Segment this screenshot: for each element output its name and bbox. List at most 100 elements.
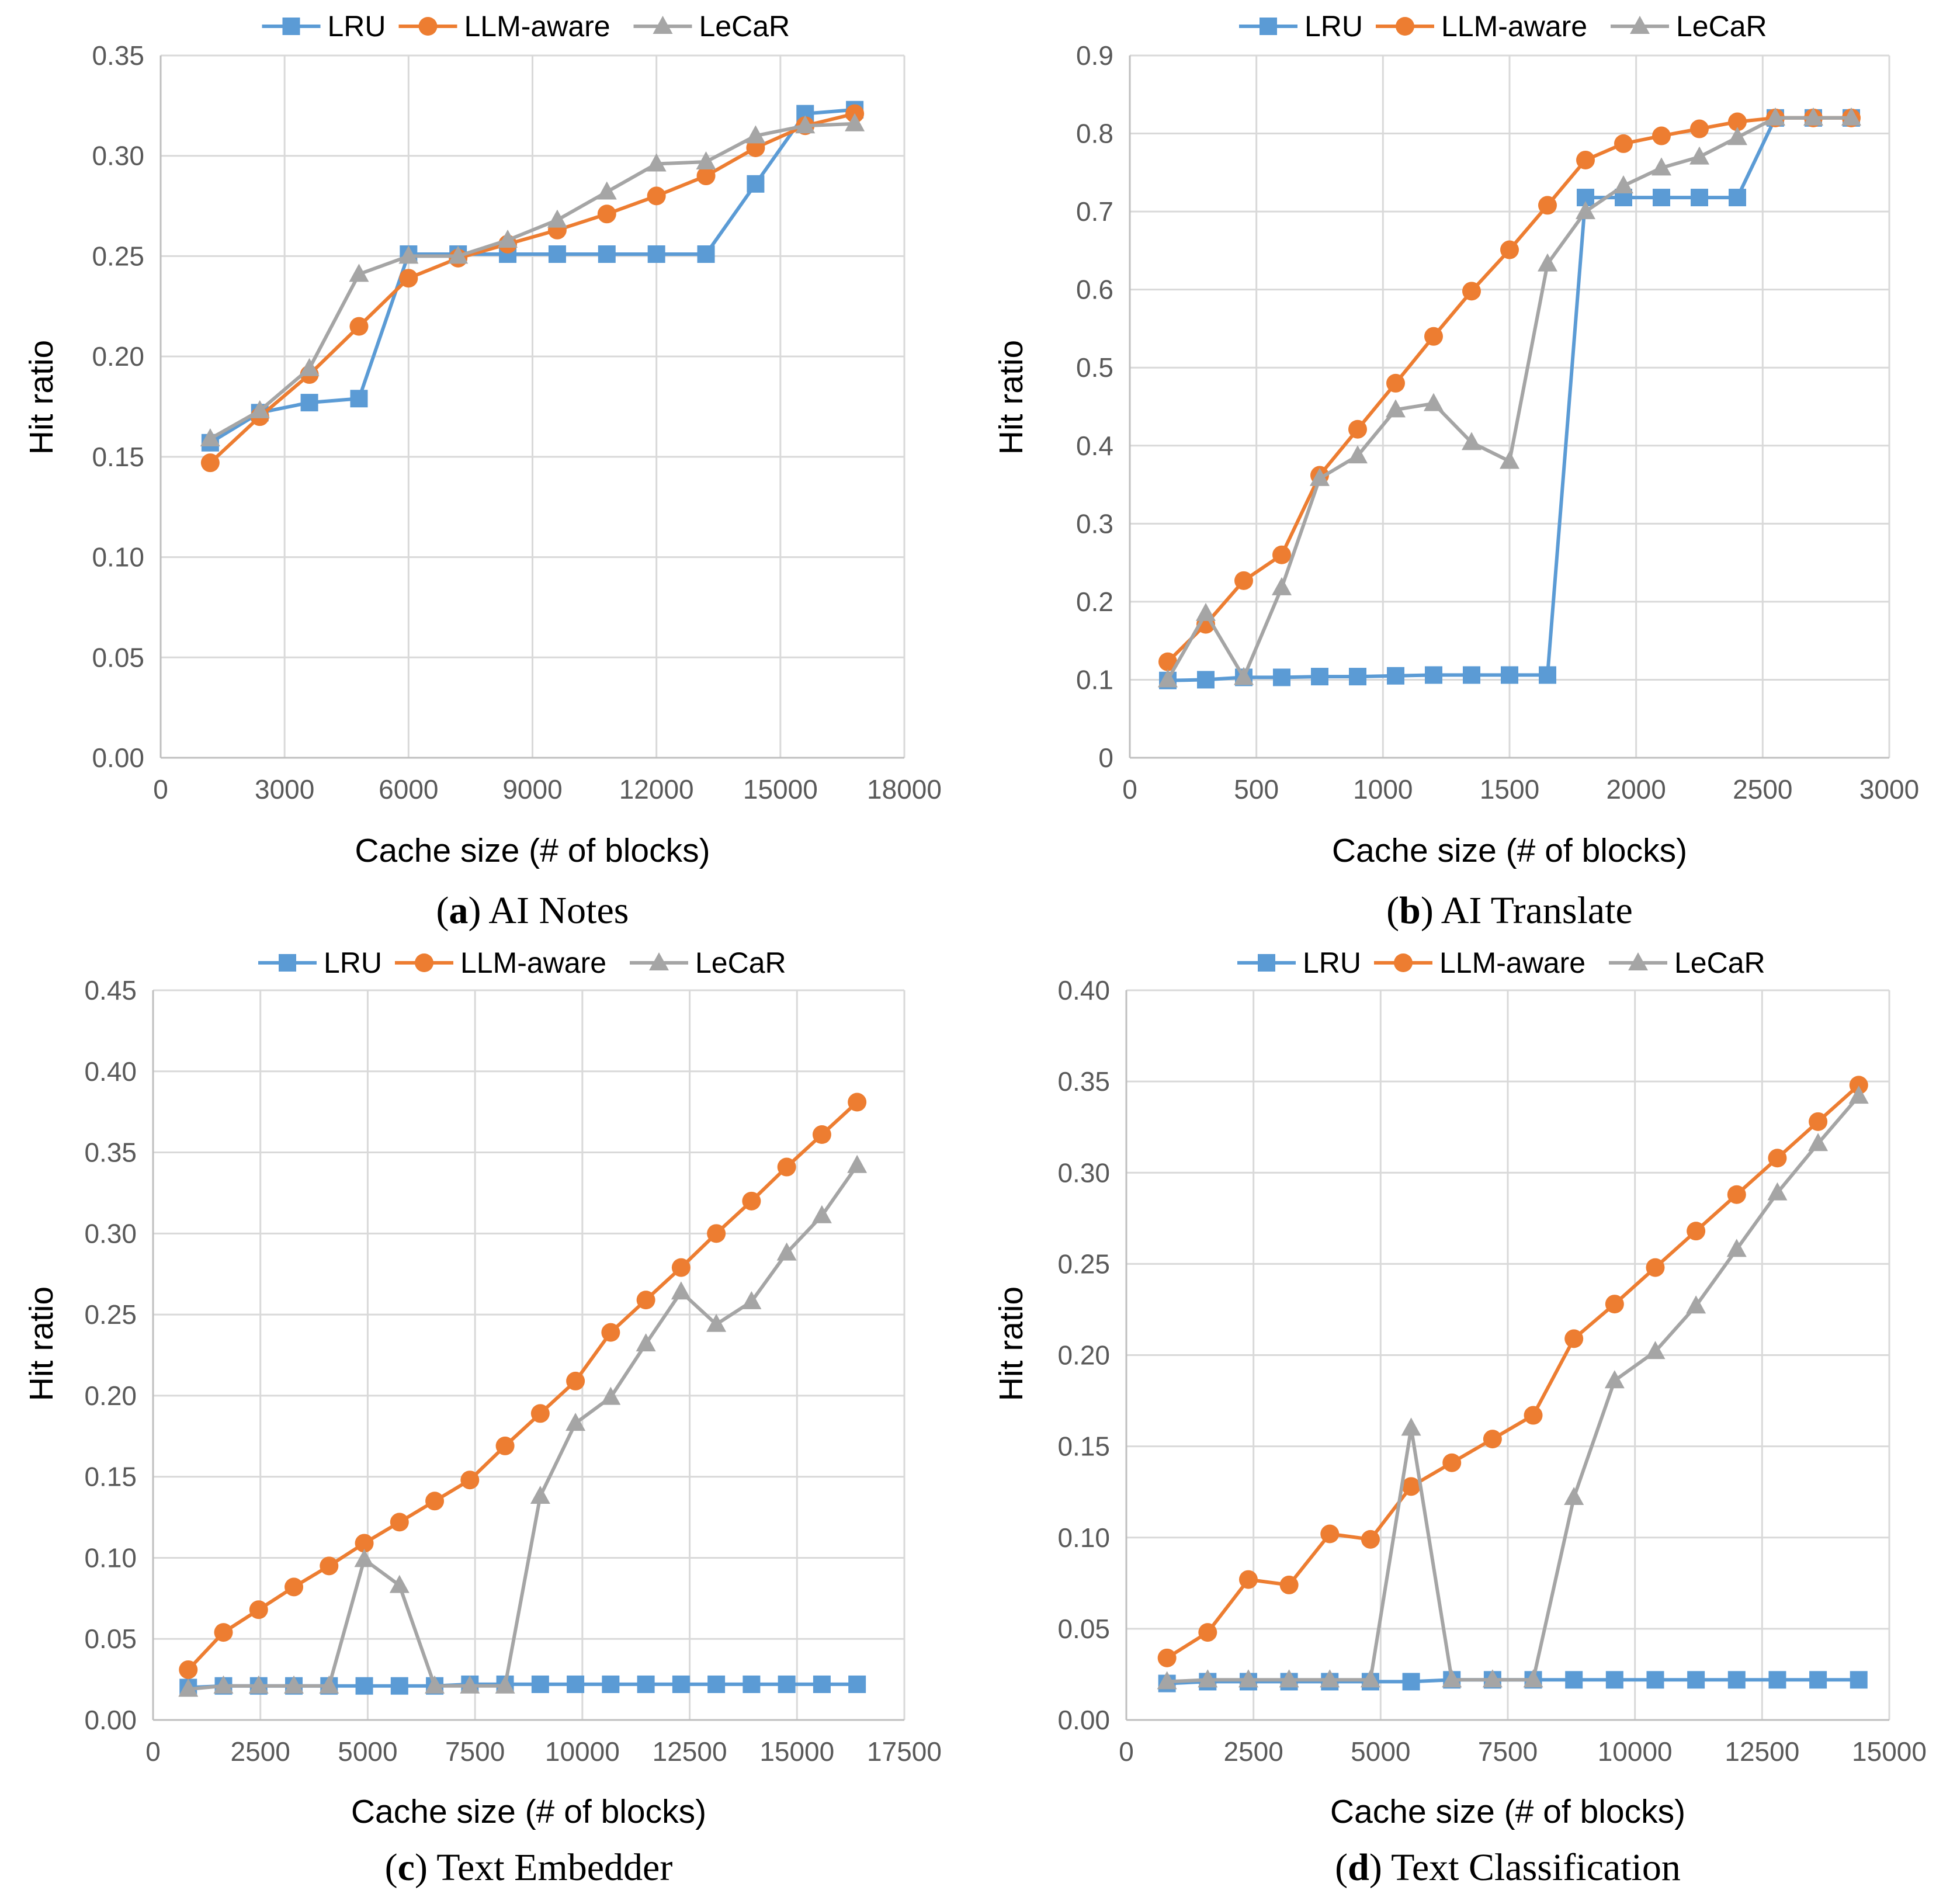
panel-caption: (c) Text Embedder bbox=[385, 1846, 673, 1889]
gridlines bbox=[159, 54, 905, 759]
lecar-point bbox=[448, 245, 469, 264]
lru-point bbox=[548, 245, 566, 263]
caption-title: Text Embedder bbox=[436, 1846, 672, 1889]
llm-aware-point bbox=[1564, 1329, 1584, 1348]
x-tick-label: 0 bbox=[153, 774, 168, 804]
lru-point bbox=[647, 245, 665, 263]
llm-aware-point bbox=[1279, 1575, 1299, 1594]
llm-aware-point bbox=[647, 186, 666, 206]
x-tick-label: 0 bbox=[1119, 1736, 1134, 1767]
caption-letter: d bbox=[1348, 1846, 1369, 1889]
y-axis-label: Hit ratio bbox=[993, 1286, 1030, 1401]
llm-aware-point bbox=[1500, 240, 1519, 259]
lecar-point bbox=[213, 1675, 234, 1694]
lru-point bbox=[1565, 1671, 1583, 1689]
series-llm-aware bbox=[1157, 1076, 1868, 1667]
y-tick-label: 0.15 bbox=[1057, 1431, 1110, 1462]
y-tick-label: 0.20 bbox=[84, 1381, 137, 1411]
llm-aware-point bbox=[349, 317, 369, 336]
lecar-point bbox=[530, 1485, 550, 1504]
lecar-point bbox=[636, 1333, 656, 1352]
y-tick-label: 0.10 bbox=[84, 1542, 137, 1573]
lecar-point bbox=[1234, 667, 1254, 685]
x-tick-label: 12500 bbox=[653, 1736, 727, 1767]
legend-marker-lru bbox=[279, 954, 296, 972]
lecar-point bbox=[601, 1386, 621, 1405]
caption-letter: a bbox=[449, 889, 469, 932]
legend-label-lru: LRU bbox=[1304, 10, 1363, 43]
lecar-point bbox=[1157, 1671, 1177, 1690]
lecar-point bbox=[1500, 450, 1519, 469]
legend-marker-lru bbox=[1258, 954, 1275, 972]
y-axis-label: Hit ratio bbox=[23, 1286, 60, 1401]
chart-panel-b: 0 500 1000 1500 2000 2500 3000 0 0.1 0.2 0.3 0.4 0.5… bbox=[993, 10, 1919, 932]
x-axis-label: Cache size (# of blocks) bbox=[1330, 1793, 1685, 1830]
legend-label-lru: LRU bbox=[328, 10, 386, 43]
legend-marker-llm-aware bbox=[415, 953, 433, 972]
x-tick-label: 6000 bbox=[379, 774, 438, 804]
llm-aware-point bbox=[284, 1577, 304, 1597]
lecar-point bbox=[1808, 1133, 1829, 1152]
x-tick-label: 0 bbox=[145, 1736, 161, 1767]
lecar-point bbox=[299, 358, 320, 376]
caption-letter: b bbox=[1399, 889, 1421, 932]
x-tick-label: 5000 bbox=[1351, 1736, 1410, 1767]
gridlines bbox=[1129, 54, 1890, 759]
llm-aware-point bbox=[200, 453, 220, 473]
lecar-point bbox=[398, 245, 419, 264]
llm-aware-point bbox=[1690, 119, 1709, 138]
chart-panel-c: 0 2500 5000 7500 10000 12500 15000 17500 0.00 0.0… bbox=[23, 946, 942, 1889]
lecar-point bbox=[706, 1313, 727, 1332]
llm-aware-point bbox=[1348, 419, 1367, 439]
lru-point bbox=[1501, 666, 1518, 684]
y-tick-label: 0.15 bbox=[92, 442, 144, 472]
lecar-line bbox=[209, 122, 855, 441]
lecar-point bbox=[1803, 107, 1823, 126]
llm-aware-point bbox=[495, 1436, 515, 1455]
lru-point bbox=[1729, 189, 1746, 207]
y-tick-label: 0.25 bbox=[92, 241, 144, 271]
x-axis-label: Cache size (# of blocks) bbox=[1332, 832, 1687, 869]
llm-aware-point bbox=[707, 1224, 726, 1243]
lecar-point bbox=[671, 1281, 691, 1300]
llm-aware-point bbox=[601, 1323, 620, 1342]
llm-aware-point bbox=[1605, 1295, 1624, 1314]
series-lecar bbox=[1158, 107, 1861, 688]
llm-aware-point bbox=[1361, 1530, 1380, 1549]
lru-point bbox=[1653, 189, 1670, 207]
x-tick-label: 2500 bbox=[1733, 774, 1792, 804]
lru-point bbox=[598, 245, 616, 263]
y-tick-label: 0.00 bbox=[92, 743, 144, 773]
y-tick-label: 0.9 bbox=[1076, 40, 1113, 71]
y-tick-label: 0.30 bbox=[92, 141, 144, 171]
lru-point bbox=[1768, 1671, 1786, 1689]
y-tick-label: 0.10 bbox=[92, 542, 144, 573]
llm-aware-point bbox=[530, 1404, 550, 1423]
panel-caption: (b) AI Translate bbox=[1386, 889, 1633, 932]
legend: LRU LLM-aware LeCaR bbox=[258, 946, 786, 979]
y-tick-label: 0.8 bbox=[1076, 119, 1113, 149]
lecar-point bbox=[1272, 577, 1292, 595]
lecar-point bbox=[1320, 1669, 1340, 1688]
llm-aware-point bbox=[812, 1125, 831, 1145]
legend-marker-llm-aware bbox=[1394, 953, 1413, 972]
x-tick-label: 10000 bbox=[545, 1736, 620, 1767]
y-tick-label: 0.10 bbox=[1057, 1522, 1110, 1553]
lecar-point bbox=[1604, 1370, 1625, 1389]
lecar-point bbox=[1848, 1085, 1869, 1104]
llm-aware-point bbox=[1524, 1406, 1543, 1425]
y-tick-label: 0.05 bbox=[1057, 1614, 1110, 1644]
legend-marker-lru bbox=[1260, 18, 1277, 35]
lru-point bbox=[1197, 671, 1215, 689]
lru-point bbox=[637, 1675, 655, 1693]
y-tick-label: 0.5 bbox=[1076, 352, 1113, 383]
lru-point bbox=[567, 1675, 585, 1693]
lecar-point bbox=[1727, 127, 1747, 145]
lru-point bbox=[848, 1675, 866, 1693]
lecar-point bbox=[1645, 1341, 1666, 1359]
legend-marker-lecar bbox=[1628, 952, 1648, 970]
llm-aware-point bbox=[425, 1492, 445, 1511]
caption-title: Text Classification bbox=[1391, 1846, 1681, 1889]
lru-point bbox=[1727, 1671, 1746, 1689]
legend-label-lecar: LeCaR bbox=[1674, 946, 1765, 979]
